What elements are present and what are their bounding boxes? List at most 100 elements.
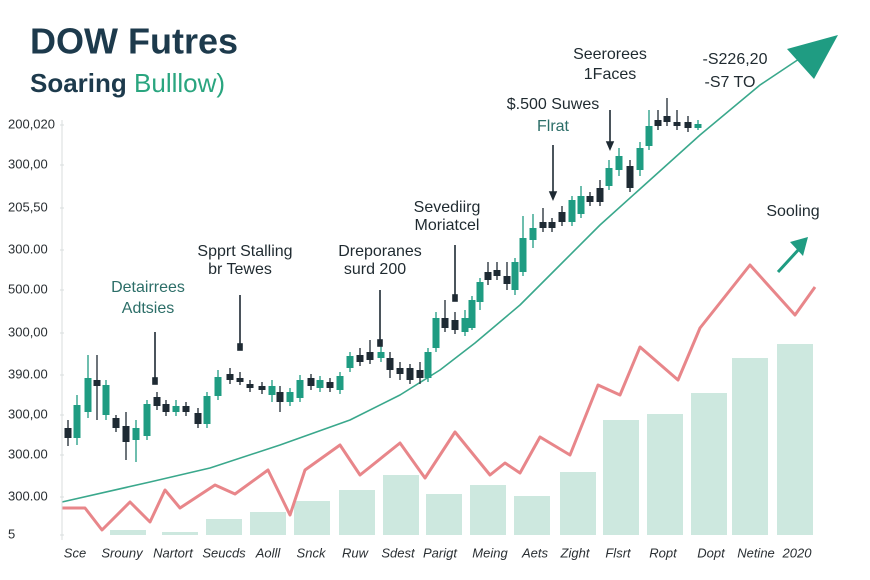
annotation: Spprt Stalling [197,243,292,260]
candle-body [346,356,354,368]
candle-body [396,368,404,374]
annotation: -S7 TO [705,74,756,91]
candle-body [307,378,315,386]
small-arrow [776,246,802,274]
candle-body [356,355,364,362]
candle-body [153,397,161,406]
bar [514,496,550,535]
x-tick-label: Parigt [423,545,458,560]
candle-body [539,222,547,228]
candle-body [484,272,492,280]
candle-body [663,116,671,122]
bar [560,472,596,535]
candle-body [258,386,266,390]
x-tick-label: Zight [560,545,591,560]
x-tick-label: Ruw [342,545,370,560]
subtitle-part: Bulllow) [134,68,225,98]
candles-layer [64,98,702,462]
pointer-head [548,191,558,202]
candle-body [529,228,537,240]
x-tick-label: Flsrt [605,545,632,560]
bar [250,512,286,535]
pointer-head [377,339,383,347]
bar [603,420,639,535]
candle-body [296,380,304,398]
y-tick-label: 205,50 [8,199,48,214]
bar [294,501,330,535]
candle-body [336,376,344,390]
lines-layer [61,54,817,532]
bar [732,358,768,535]
y-tick-label: 300.00 [8,446,48,461]
candle-body [461,318,469,332]
candle-body [286,392,294,402]
line-series [61,54,806,503]
x-tick-label: Srouny [101,545,144,560]
y-tick-label: 300.00 [8,488,48,503]
candle-body [596,188,604,202]
bar [777,344,813,535]
candle-body [366,352,374,360]
y-tick-label: 500.00 [8,281,48,296]
y-tick-label: 5 [8,526,15,541]
x-tick-label: Aolll [255,545,282,560]
candle-body [268,386,276,395]
candle-body [84,378,92,412]
candle-body [451,320,459,330]
bar [339,490,375,535]
text-layer: DOW Futres Soaring Bulllow) Detairrees A… [8,21,820,561]
candle-body [214,377,222,396]
x-tick-label: Ropt [649,545,678,560]
pointer-head [237,343,243,351]
candle-body [182,406,190,412]
small-arrow-head [790,237,808,256]
candle-body [441,318,449,328]
x-tick-label: Sdest [381,545,416,560]
candle-body [503,276,511,284]
annotation-pointers [152,110,615,385]
candle-body [432,318,440,348]
candle-body [172,406,180,412]
candle-body [636,148,644,170]
candle-body [476,282,484,302]
candle-body [493,270,501,276]
x-tick-label: Netine [737,545,775,560]
annotation: br Tewes [208,261,272,278]
candle-body [568,200,576,222]
candle-body [615,156,623,170]
x-tick-label: Meing [472,545,508,560]
candle-body [558,212,566,222]
y-tick-label: 200,020 [8,116,55,131]
annotation: -S226,20 [703,51,768,68]
candle-body [102,385,110,415]
annotation: Flrat [537,118,570,135]
candle-body [93,380,101,386]
bar [110,530,146,535]
candle-body [64,428,72,438]
bar [206,519,242,535]
annotation: Adtsies [122,300,174,317]
annotation: $.500 Suwes [507,96,600,113]
candle-body [386,358,394,370]
candle-body [143,404,151,436]
trend-arrow-head [787,35,838,79]
candle-body [246,384,254,388]
candle-body [316,380,324,388]
candle-body [468,300,476,328]
x-tick-label: Dopt [697,545,726,560]
annotation: Moriatcel [415,217,480,234]
annotation: 1Faces [584,66,636,83]
candle-body [73,405,81,438]
annotation: Sooling [766,203,819,220]
candle-body [226,374,234,380]
candle-body [577,196,585,214]
pointer-head [152,377,158,385]
y-tick-label: 300,00 [8,406,48,421]
candle-body [406,368,414,380]
candle-body [586,196,594,202]
candle-body [132,428,140,440]
x-tick-label: Seucds [202,545,246,560]
annotation: Dreporanes [338,243,422,260]
candle-body [673,122,681,126]
